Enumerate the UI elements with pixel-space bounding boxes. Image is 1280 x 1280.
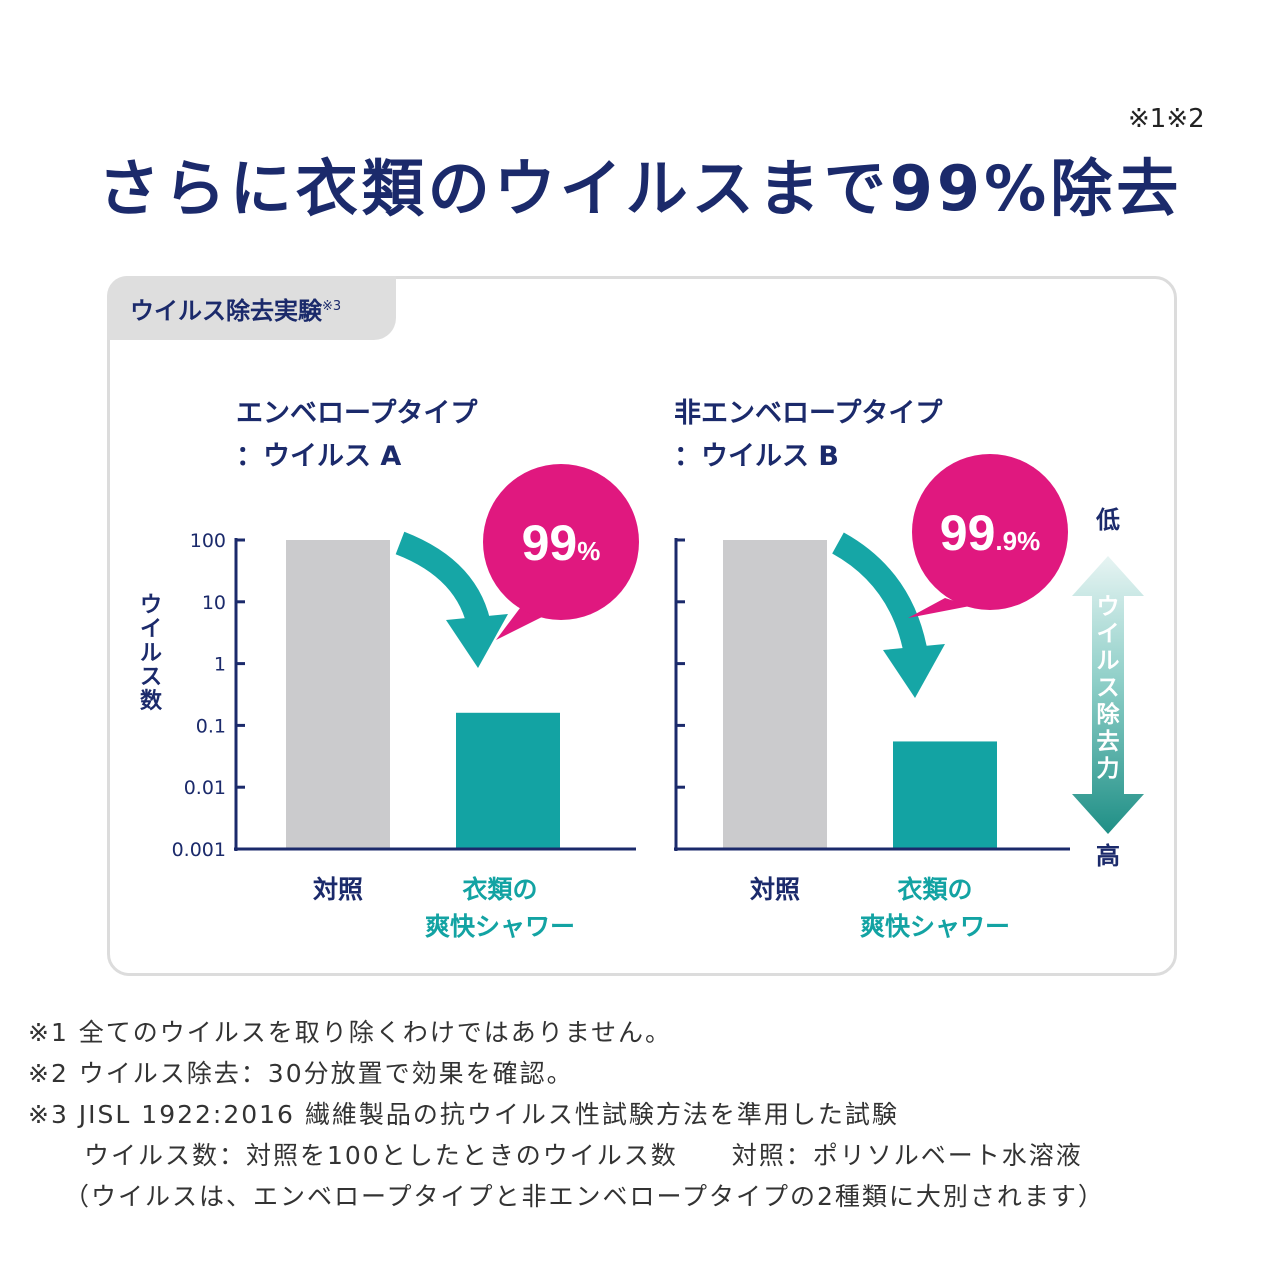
y-axis-label-char: ル (140, 641, 162, 666)
panel-tab-label: ウイルス除去実験 (130, 297, 322, 325)
reduction-arrow-shaft (395, 531, 492, 633)
percent-badge-text: 99.9% (940, 505, 1040, 561)
scale-top-label: 低 (1095, 506, 1120, 534)
category-label-treated: 衣類の (462, 875, 537, 904)
reduction-arrow-head (446, 614, 508, 668)
y-tick-label: 10 (202, 592, 226, 614)
chart-b-title-line1: 非エンベロープタイプ (674, 398, 943, 429)
chart-a-title-line2: ：ウイルス A (236, 441, 402, 472)
page-headline: さらに衣類のウイルスまで99%除去 (97, 152, 1183, 225)
badge-unit: .9% (995, 526, 1040, 556)
badge-tail (908, 598, 970, 618)
y-tick-label: 0.001 (172, 839, 226, 861)
experiment-panel (107, 276, 1177, 976)
y-axis-label-char: ウ (140, 593, 162, 618)
panel-tab-note: ※3 (322, 299, 342, 314)
reduction-arrow-shaft (831, 532, 929, 662)
badge-number: 99 (940, 505, 996, 561)
reduction-arrow-head (883, 644, 945, 698)
scale-bottom-label: 高 (1096, 842, 1120, 870)
y-axis-label: ウイルス数 (140, 593, 163, 714)
removal-label-char: ウ (1097, 594, 1120, 620)
percent-badge-text: 99% (522, 515, 601, 571)
footnotes: ※1 全てのウイルスを取り除くわけではありません。 ※2 ウイルス除去：30分放… (28, 1012, 1105, 1217)
footnote-2: ※2 ウイルス除去：30分放置で効果を確認。 (28, 1059, 574, 1088)
treated-bar (893, 741, 997, 849)
panel-tab (107, 276, 396, 340)
footnote-3: ※3 JISL 1922:2016 繊維製品の抗ウイルス性試験方法を準用した試験 (28, 1100, 899, 1129)
y-tick-label: 0.01 (184, 777, 226, 799)
badge-unit: % (577, 536, 600, 566)
category-label-treated: 爽快シャワー (425, 912, 575, 941)
footnote-3-remark: （ウイルスは、エンベロープタイプと非エンベロープタイプの2種類に大別されます） (64, 1182, 1105, 1211)
y-tick-label: 100 (190, 530, 226, 552)
removal-label-char: ス (1097, 675, 1120, 701)
y-tick-label: 0.1 (196, 715, 226, 737)
y-axis-label-char: イ (140, 617, 162, 642)
footnote-1: ※1 全てのウイルスを取り除くわけではありません。 (28, 1018, 673, 1047)
removal-double-arrow (1072, 556, 1144, 834)
chart-b-title-line2: ：ウイルス B (674, 441, 839, 472)
panel-tab-title: ウイルス除去実験※3 (130, 291, 341, 326)
headline-note-mark: ※1※2 (1128, 104, 1205, 134)
removal-label-char: 除 (1097, 701, 1121, 728)
charts-svg: 1001010.10.010.001ウイルス数対照 衣類の爽快シャワー99%対照衣… (140, 454, 1144, 941)
treated-bar (456, 712, 560, 849)
category-label-control: 対照 (313, 875, 363, 904)
y-axis-label-char: 数 (140, 688, 163, 714)
percent-badge (483, 464, 639, 620)
removal-label-char: 去 (1097, 729, 1120, 755)
removal-label-char: ル (1097, 648, 1120, 674)
percent-badge (912, 454, 1068, 610)
removal-label-char: イ (1097, 621, 1120, 647)
y-axis-label-char: ス (140, 665, 162, 690)
badge-tail (496, 608, 548, 640)
y-tick-label: 1 (214, 654, 226, 676)
chart-b-title: 非エンベロープタイプ ：ウイルス B (674, 392, 942, 478)
control-bar (723, 540, 827, 849)
footnote-3-detail: ウイルス数：対照を100としたときのウイルス数 対照：ポリソルベート水溶液 (84, 1141, 1083, 1170)
category-label-control: 対照 (750, 875, 800, 904)
chart-a-title: エンベロープタイプ ：ウイルス A (236, 392, 477, 478)
removal-label-char: 力 (1097, 756, 1120, 782)
control-bar (286, 540, 390, 849)
category-label-treated: 爽快シャワー (860, 912, 1010, 941)
badge-number: 99 (522, 515, 578, 571)
category-label-treated: 衣類の (897, 875, 972, 904)
chart-a-title-line1: エンベロープタイプ (236, 398, 478, 429)
